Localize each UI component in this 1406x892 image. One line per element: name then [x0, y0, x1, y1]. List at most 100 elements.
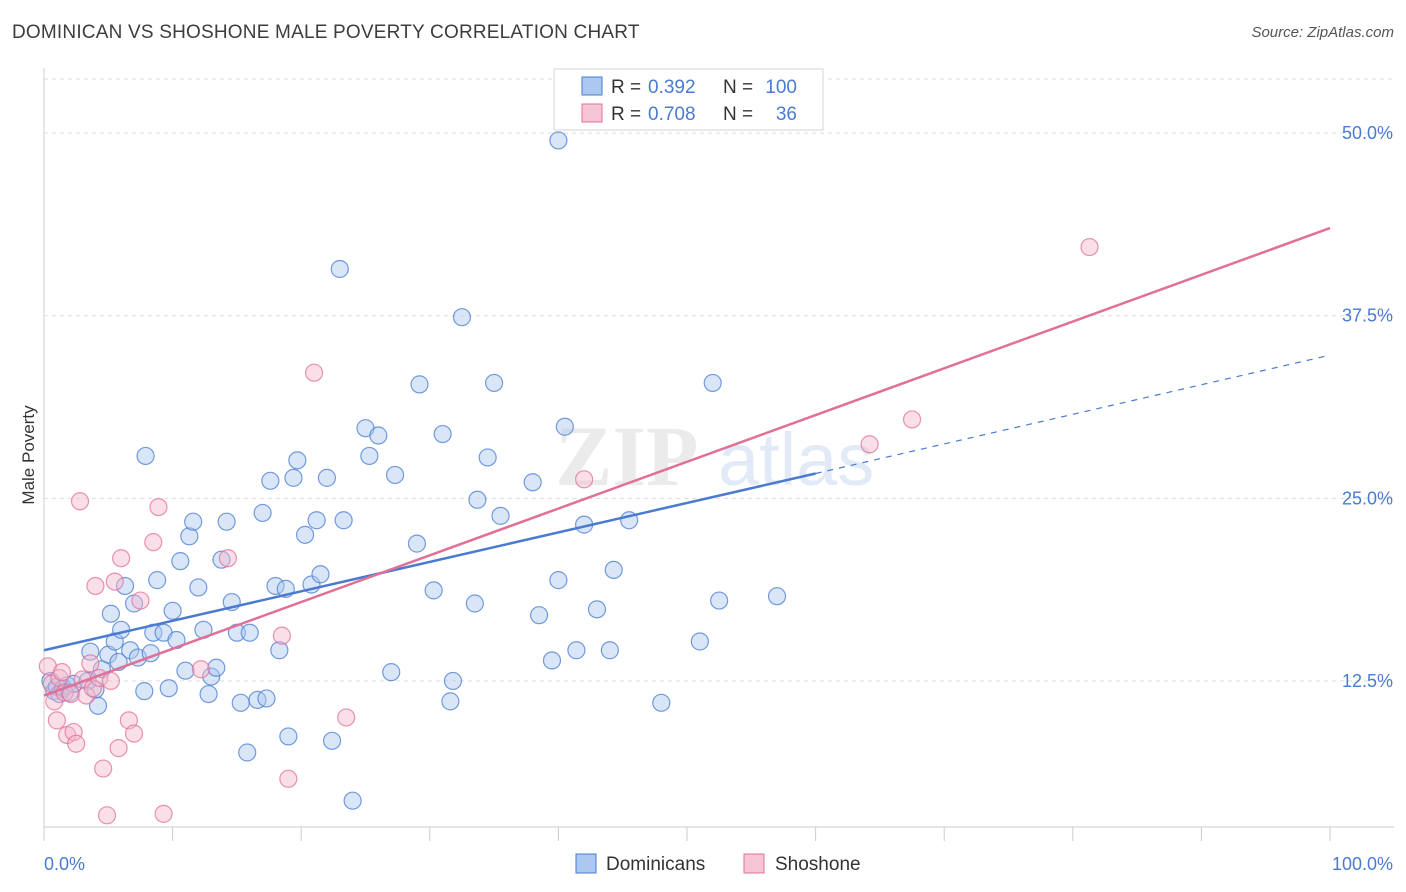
dominican-point-91: [600, 641, 619, 660]
dominican-point-98: [767, 587, 787, 606]
shoshone-point-36: [575, 470, 594, 489]
dominican-point-33: [180, 527, 199, 546]
shoshone-point-11: [70, 492, 90, 511]
shoshone-point-34: [304, 363, 324, 382]
tick-labels: 12.5% 25.0% 37.5% 50.0% 0.0% 100.0%: [44, 123, 1393, 874]
shoshone-point-27: [144, 533, 163, 552]
dominican-point-82: [491, 506, 510, 525]
dominican-point-37: [199, 684, 218, 704]
shoshone-point-14: [81, 654, 100, 673]
legend-n-label-2: N =: [723, 104, 753, 125]
dominican-point-68: [369, 426, 388, 445]
dominican-point-38: [202, 667, 221, 686]
dominican-point-41: [217, 512, 236, 531]
y-tick-label-2: 37.5%: [1342, 306, 1393, 326]
shoshone-point-20: [101, 671, 120, 691]
bottom-legend: Dominicans Shoshone: [575, 853, 861, 875]
shoshone-point-39: [1080, 237, 1099, 257]
shoshone-point-22: [109, 739, 128, 758]
dominican-point-95: [690, 632, 709, 651]
legend-swatch-blue: [581, 76, 603, 96]
dominican-point-83: [523, 473, 542, 492]
dominican-point-80: [478, 448, 497, 467]
dominican-point-70: [385, 465, 405, 485]
dominican-point-94: [652, 693, 671, 712]
watermark: ZIP atlas: [555, 408, 874, 504]
dominican-point-51: [266, 576, 285, 596]
dominican-point-55: [284, 468, 303, 487]
dominican-point-92: [604, 560, 623, 580]
x-tick-label-1: 100.0%: [1332, 854, 1393, 874]
bottom-legend-shoshone: Shoshone: [775, 854, 861, 875]
dominican-point-17: [112, 620, 131, 639]
dominican-point-61: [317, 468, 337, 487]
shoshone-point-29: [154, 804, 173, 823]
watermark-atlas: atlas: [718, 418, 874, 501]
dominican-point-49: [257, 689, 276, 708]
dominican-point-62: [322, 731, 342, 750]
shoshone-point-25: [124, 724, 144, 743]
dominican-point-31: [171, 552, 190, 571]
dominican-point-29: [163, 601, 182, 620]
dominican-trend-extension: [815, 354, 1331, 475]
legend-n-label-1: N =: [723, 77, 753, 98]
dominican-point-64: [334, 511, 353, 530]
dominican-point-72: [410, 375, 429, 394]
dominican-point-35: [189, 578, 208, 597]
dominican-point-87: [555, 417, 574, 436]
trend-lines: [43, 226, 1331, 697]
dominican-point-48: [253, 503, 272, 523]
bottom-legend-swatch-dominicans: [575, 853, 597, 874]
dominican-point-19: [121, 641, 140, 660]
legend-r-value-1: 0.392: [648, 77, 696, 98]
dominican-point-67: [360, 446, 379, 466]
dominican-point-63: [330, 259, 349, 279]
legend-n-value-2: 36: [776, 104, 797, 125]
legend-n-value-1: 100: [765, 77, 797, 98]
legend-r-label-1: R =: [611, 77, 641, 98]
dominican-point-88: [567, 641, 586, 660]
shoshone-point-15: [83, 679, 102, 698]
shoshone-point-31: [218, 549, 237, 568]
dominican-point-86: [549, 571, 568, 590]
dominican-point-77: [452, 308, 472, 327]
dominican-point-39: [207, 658, 226, 677]
dominican-point-79: [468, 490, 487, 509]
legend-r-label-2: R =: [611, 104, 641, 125]
dominican-point-44: [231, 693, 250, 712]
dominican-point-57: [295, 525, 315, 544]
shoshone-point-5: [52, 663, 72, 682]
dominican-trend-line: [43, 472, 816, 652]
watermark-zip: ZIP: [555, 408, 698, 504]
dominican-point-73: [424, 581, 443, 600]
shoshone-point-30: [191, 660, 210, 679]
shoshone-point-32: [272, 626, 292, 645]
chart-title: DOMINICAN VS SHOSHONE MALE POVERTY CORRE…: [12, 22, 640, 43]
dominican-point-47: [248, 690, 267, 710]
shoshone-point-13: [77, 686, 96, 705]
dominican-point-11: [88, 696, 108, 715]
shoshone-point-38: [902, 410, 922, 429]
dominican-point-85: [542, 651, 562, 670]
shoshone-point-19: [97, 806, 117, 825]
dominican-point-45: [238, 743, 257, 762]
dominican-point-74: [433, 424, 452, 444]
shoshone-point-16: [86, 576, 105, 596]
dominican-point-46: [240, 623, 259, 642]
shoshone-point-3: [47, 711, 66, 730]
bottom-legend-dominicans: Dominicans: [606, 854, 705, 875]
bottom-legend-swatch-shoshone: [743, 853, 765, 874]
shoshone-trend-line: [43, 226, 1331, 697]
dominican-point-65: [343, 791, 362, 810]
legend-r-value-2: 0.708: [648, 104, 696, 125]
shoshone-point-28: [149, 497, 168, 517]
dominican-point-34: [184, 512, 203, 531]
legend-swatch-pink: [581, 103, 603, 123]
shoshone-point-37: [860, 435, 879, 454]
dominican-point-69: [382, 663, 401, 682]
shoshone-point-18: [94, 759, 113, 778]
dominican-point-28: [159, 679, 178, 698]
y-axis-label: Male Poverty: [19, 405, 38, 505]
shoshone-point-23: [112, 549, 131, 568]
